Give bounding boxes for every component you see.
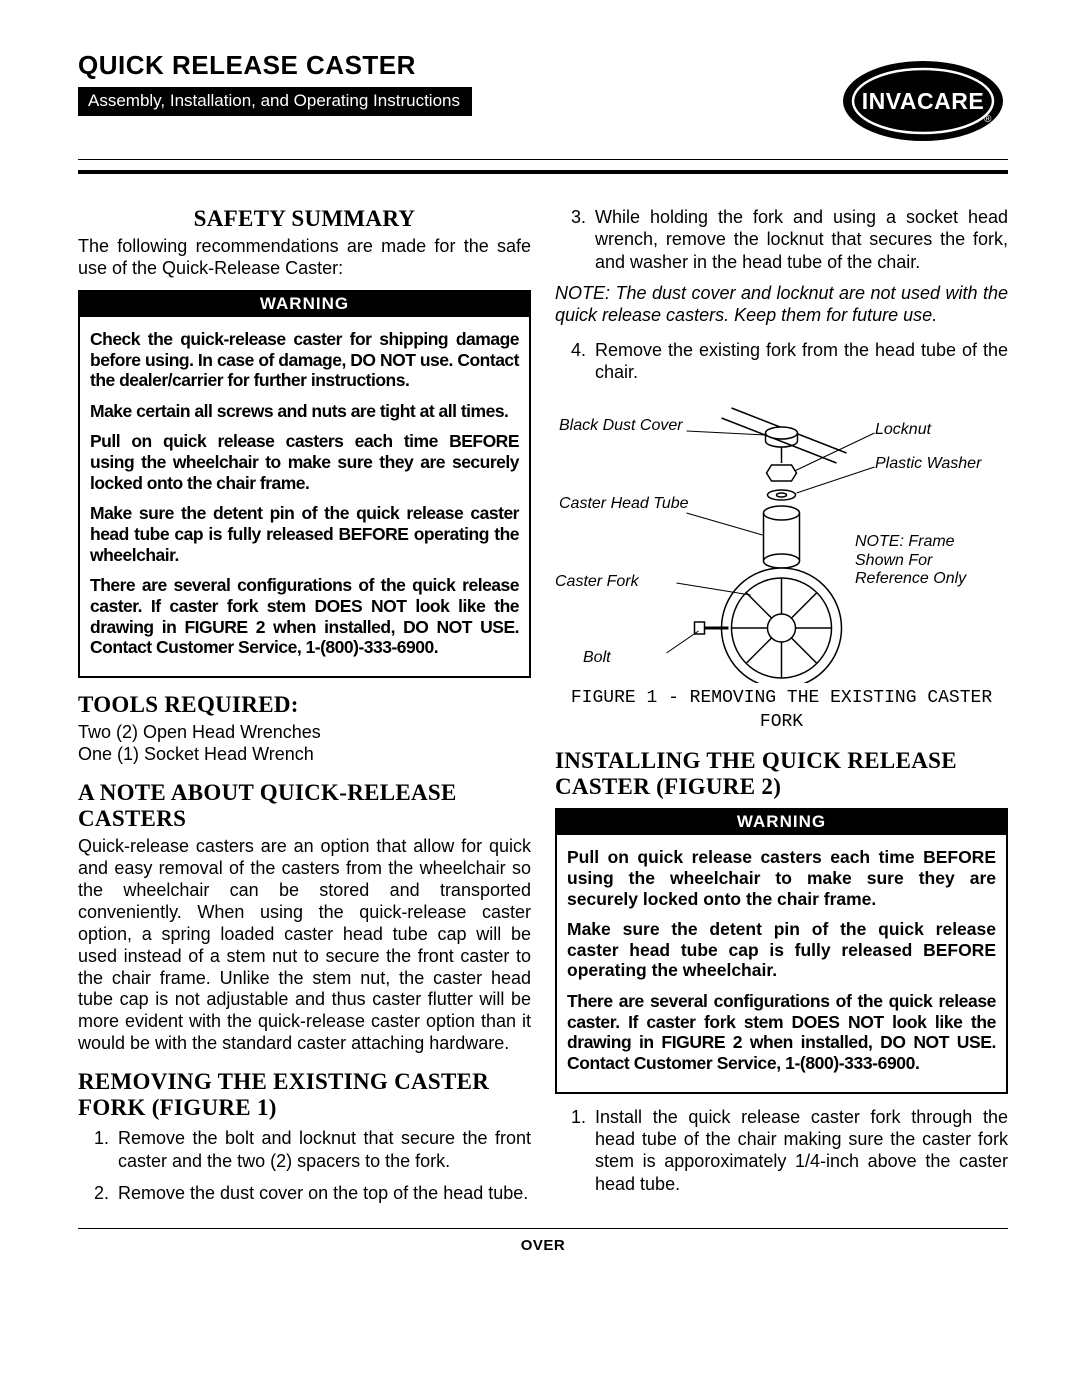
figure-label-washer: Plastic Washer xyxy=(875,455,981,473)
divider-thin xyxy=(78,1228,1008,1229)
tools-required-heading: TOOLS REQUIRED: xyxy=(78,692,531,718)
warning-text: Pull on quick release casters each time … xyxy=(567,847,996,909)
header-row: QUICK RELEASE CASTER Assembly, Installat… xyxy=(78,50,1008,160)
invacare-logo-icon: INVACARE ® xyxy=(838,56,1008,146)
step-item: Install the quick release caster fork th… xyxy=(591,1106,1008,1195)
note-about-heading: A NOTE ABOUT QUICK-RELEASE CASTERS xyxy=(78,780,531,832)
step-item: Remove the bolt and locknut that secure … xyxy=(114,1127,531,1172)
tools-line: Two (2) Open Head Wrenches xyxy=(78,722,531,744)
install-steps-list: Install the quick release caster fork th… xyxy=(555,1106,1008,1195)
figure-label-bolt: Bolt xyxy=(583,649,611,667)
two-column-layout: SAFETY SUMMARY The following recommendat… xyxy=(78,192,1008,1214)
figure-label-head-tube: Caster Head Tube xyxy=(559,495,689,513)
warning-text: Make sure the detent pin of the quick re… xyxy=(90,503,519,565)
tools-line: One (1) Socket Head Wrench xyxy=(78,744,531,766)
warning-text: There are several configurations of the … xyxy=(567,991,996,1074)
figure-label-dust-cover: Black Dust Cover xyxy=(559,417,683,435)
figure-1: Black Dust Cover Locknut Plastic Washer … xyxy=(555,393,1008,683)
dust-cover-note: NOTE: The dust cover and locknut are not… xyxy=(555,283,1008,327)
subtitle-bar: Assembly, Installation, and Operating In… xyxy=(78,87,472,116)
warning-body-2: Pull on quick release casters each time … xyxy=(557,835,1006,1091)
brand-logo: INVACARE ® xyxy=(838,56,1008,151)
note-about-body: Quick-release casters are an option that… xyxy=(78,836,531,1056)
warning-text: Check the quick-release caster for shipp… xyxy=(90,329,519,391)
warning-text: There are several configurations of the … xyxy=(90,575,519,658)
left-column: SAFETY SUMMARY The following recommendat… xyxy=(78,192,531,1214)
header-block: QUICK RELEASE CASTER Assembly, Installat… xyxy=(78,50,472,116)
figure-label-caster-fork: Caster Fork xyxy=(555,573,639,591)
logo-text: INVACARE xyxy=(862,88,984,114)
warning-body-1: Check the quick-release caster for shipp… xyxy=(80,317,529,676)
warning-text: Pull on quick release casters each time … xyxy=(90,431,519,493)
step-item: Remove the existing fork from the head t… xyxy=(591,339,1008,384)
figure-1-caption: FIGURE 1 - REMOVING THE EXISTING CASTER … xyxy=(555,687,1008,734)
removing-heading: REMOVING THE EXISTING CASTER FORK (FIGUR… xyxy=(78,1069,531,1121)
divider-thick xyxy=(78,170,1008,174)
safety-intro: The following recommendations are made f… xyxy=(78,236,531,280)
figure-label-locknut: Locknut xyxy=(875,421,931,439)
page-turn-label: OVER xyxy=(78,1237,1008,1254)
removing-steps-list-cont2: Remove the existing fork from the head t… xyxy=(555,339,1008,384)
step-item: While holding the fork and using a socke… xyxy=(591,206,1008,273)
figure-label-frame-note: NOTE: Frame Shown For Reference Only xyxy=(855,533,1005,588)
warning-box-1: WARNING Check the quick-release caster f… xyxy=(78,290,531,678)
page: QUICK RELEASE CASTER Assembly, Installat… xyxy=(0,0,1080,1294)
removing-steps-list-cont: While holding the fork and using a socke… xyxy=(555,206,1008,273)
warning-box-2: WARNING Pull on quick release casters ea… xyxy=(555,808,1008,1093)
document-title: QUICK RELEASE CASTER xyxy=(78,50,472,81)
warning-text: Make certain all screws and nuts are tig… xyxy=(90,401,519,422)
warning-header: WARNING xyxy=(80,292,529,317)
safety-summary-heading: SAFETY SUMMARY xyxy=(78,206,531,232)
right-column: While holding the fork and using a socke… xyxy=(555,192,1008,1214)
warning-header: WARNING xyxy=(557,810,1006,835)
warning-text: Make sure the detent pin of the quick re… xyxy=(567,919,996,981)
step-item: Remove the dust cover on the top of the … xyxy=(114,1182,531,1204)
svg-text:®: ® xyxy=(984,114,992,125)
installing-heading: INSTALLING THE QUICK RELEASE CASTER (FIG… xyxy=(555,748,1008,800)
removing-steps-list: Remove the bolt and locknut that secure … xyxy=(78,1127,531,1204)
